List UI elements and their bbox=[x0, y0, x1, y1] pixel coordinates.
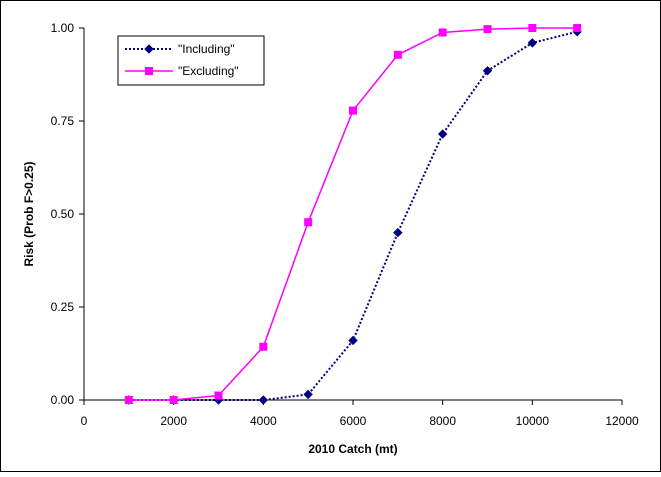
y-tick-label: 0.00 bbox=[51, 393, 75, 407]
series-excluding-point bbox=[304, 218, 313, 227]
legend-box bbox=[117, 35, 265, 86]
series-including-point bbox=[258, 395, 269, 405]
series-including-point bbox=[303, 389, 313, 400]
x-tick-label: 10000 bbox=[516, 414, 550, 428]
series-including-point bbox=[437, 129, 448, 139]
series-excluding bbox=[124, 24, 582, 404]
series-excluding-point bbox=[573, 24, 582, 32]
series-excluding-point bbox=[259, 342, 268, 351]
x-tick-label: 4000 bbox=[250, 414, 277, 428]
series-including-point bbox=[527, 38, 538, 48]
series-including-point bbox=[482, 66, 493, 76]
legend-excluding-marker bbox=[145, 67, 153, 75]
x-tick-label: 12000 bbox=[605, 414, 639, 428]
x-tick-label: 8000 bbox=[429, 414, 456, 428]
x-tick-label: 0 bbox=[81, 414, 88, 428]
series-layer bbox=[124, 24, 582, 405]
y-tick-label: 1.00 bbox=[51, 21, 75, 35]
series-excluding-point bbox=[483, 25, 492, 34]
series-excluding-point bbox=[169, 396, 178, 404]
series-including-point bbox=[348, 335, 358, 346]
legend-including-marker bbox=[144, 44, 154, 54]
series-excluding-point bbox=[528, 24, 537, 32]
y-tick-label: 0.25 bbox=[51, 300, 75, 314]
legend-including-label: "Including" bbox=[178, 42, 235, 56]
series-excluding-point bbox=[214, 391, 223, 400]
series-including-point bbox=[393, 227, 403, 238]
x-tick-label: 6000 bbox=[340, 414, 367, 428]
y-axis-title: Risk (Prob F>0.25) bbox=[22, 161, 36, 266]
series-excluding-point bbox=[349, 106, 357, 115]
y-tick-label: 0.50 bbox=[51, 207, 75, 221]
y-tick-label: 0.75 bbox=[51, 114, 75, 128]
x-tick-label: 2000 bbox=[160, 414, 187, 428]
series-excluding-point bbox=[124, 396, 133, 404]
series-excluding-point bbox=[438, 28, 447, 37]
x-axis-title: 2010 Catch (mt) bbox=[308, 442, 397, 456]
legend: "Including" "Excluding" bbox=[117, 35, 265, 86]
series-excluding-point bbox=[393, 50, 402, 59]
legend-excluding-label: "Excluding" bbox=[178, 64, 239, 78]
axes: 0 2000 4000 6000 8000 10000 12000 0.00 0.25 0.50 0… bbox=[51, 21, 639, 428]
